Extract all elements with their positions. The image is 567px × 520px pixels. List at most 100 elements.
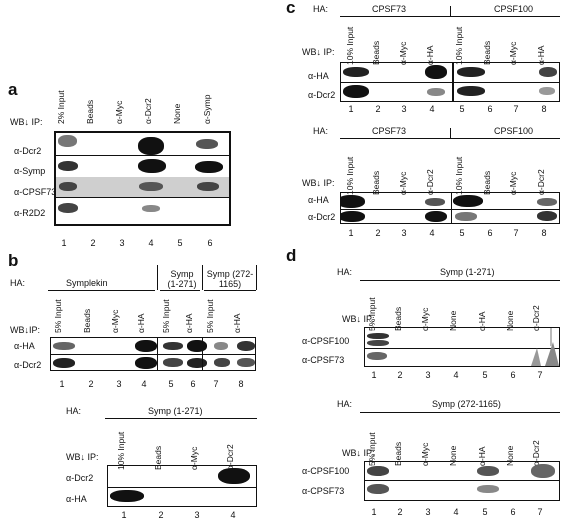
down-arrow-icon: ↓ [316,47,322,57]
lane-number: 8 [541,228,547,238]
lane-number: 1 [348,104,354,114]
blot-panel-b-bottom [107,465,257,507]
wb-ip-label-b-bottom: WB↓ IP: [66,452,99,462]
lane-number: 3 [194,510,200,520]
lane-number: 6 [190,379,196,389]
lane-number: 2 [375,104,381,114]
blot-panel-c-bottom [340,192,560,224]
lane-label: α-HA [232,313,242,333]
lane-number: 5 [459,228,465,238]
row-label: α-HA [66,494,87,504]
blot-panel-c-top-left [340,62,454,102]
lane-label: 10% Input [454,26,464,65]
lane-number: 3 [116,379,122,389]
blot-panel-d-top [364,327,560,367]
down-arrow-icon: ↓ [24,117,30,127]
row-label: α-Symp [14,166,46,176]
smear-mark [531,328,559,366]
lane-number: 6 [487,228,493,238]
lane-number: 4 [230,510,236,520]
group-label: Symp (1-271) [167,269,197,289]
lane-label: 10% Input [345,26,355,65]
group-label: CPSF73 [372,4,407,14]
lane-number: 3 [401,104,407,114]
lane-label: Beads [85,99,95,124]
row-label: α-CPSF100 [302,336,350,346]
row-label: α-HA [308,195,329,205]
row-label: α-CPSF100 [302,466,350,476]
lane-number: 2 [397,507,403,517]
lane-number: 4 [453,507,459,517]
lane-number: 8 [238,379,244,389]
panel-label-c: c [286,0,296,17]
lane-number: 4 [453,370,459,380]
lane-number: 5 [168,379,174,389]
lane-number: 4 [429,104,435,114]
lane-number: 4 [141,379,147,389]
lane-number: 4 [148,238,154,248]
group-label: Symp (272-1165) [432,399,501,409]
lane-number: 7 [513,228,519,238]
lane-number: 1 [371,370,377,380]
lane-label: α-Myc [114,100,124,124]
ha-label: HA: [313,126,329,136]
blot-panel-b-top [50,337,256,371]
lane-label: α-HA [136,313,146,333]
wb-label: WB [342,314,357,324]
lane-label: 5% Input [367,297,377,331]
wb-label: WB [10,117,25,127]
lane-number: 5 [482,370,488,380]
lane-label: None [172,103,182,124]
row-label: α-Dcr2 [14,146,42,156]
lane-number: 7 [537,370,543,380]
lane-number: 5 [177,238,183,248]
down-arrow-icon: ↓ [316,178,322,188]
wb-label: WB [10,325,25,335]
ha-label: HA: [313,4,329,14]
group-label: Symp (1-271) [148,406,203,416]
lane-number: 1 [61,238,67,248]
lane-number: 1 [348,228,354,238]
lane-number: 1 [59,379,65,389]
lane-label: Beads [82,308,92,333]
lane-number: 2 [158,510,164,520]
panel-label-d: d [286,246,297,265]
row-label: α-CPSF73 [302,355,345,365]
ip-label: IP: [31,117,43,127]
ip-label: IP: [29,325,41,335]
wb-ip-label-b-top: WB↓IP: [10,325,40,335]
wb-ip-label-d-bottom: WB↓ IP: [342,448,375,458]
row-label: α-HA [14,341,35,351]
lane-number: 6 [207,238,213,248]
ha-label: HA: [337,267,353,277]
lane-number: 3 [119,238,125,248]
lane-number: 2 [397,370,403,380]
ip-label: IP: [323,178,335,188]
lane-number: 3 [425,370,431,380]
lane-number: 1 [121,510,127,520]
blot-panel-c-top-right [452,62,560,102]
wb-label: WB [302,178,317,188]
lane-label: 2% Input [56,90,66,124]
blot-panel-d-bottom [364,461,560,501]
row-label: α-CPSF73 [302,486,345,496]
lane-number: 7 [537,507,543,517]
ip-label: IP: [363,448,375,458]
lane-number: 3 [401,228,407,238]
lane-number: 1 [371,507,377,517]
lane-number: 6 [510,507,516,517]
lane-label: α-Dcr2 [143,98,153,124]
group-label: Symp (272-1165) [206,269,254,289]
down-arrow-icon: ↓ [356,314,362,324]
wb-label: WB [342,448,357,458]
down-arrow-icon: ↓ [356,448,362,458]
lane-label: α-Myc [110,309,120,333]
lane-number: 2 [88,379,94,389]
ha-label: HA: [66,406,82,416]
lane-number: 6 [487,104,493,114]
lane-label: 5% Input [53,299,63,333]
ip-label: IP: [363,314,375,324]
lane-number: 5 [459,104,465,114]
row-label: α-R2D2 [14,208,46,218]
blot-panel-a [54,131,231,226]
